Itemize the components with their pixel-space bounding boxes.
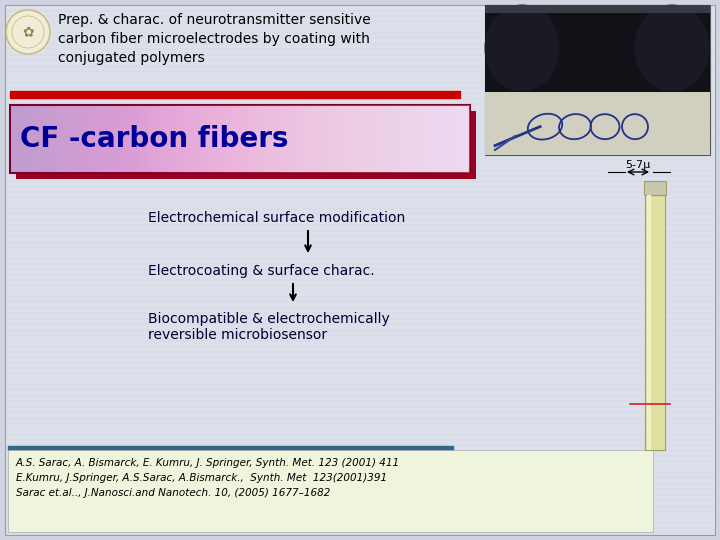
Bar bbox=[485, 5, 710, 155]
Bar bbox=[10, 105, 470, 173]
Ellipse shape bbox=[634, 4, 709, 91]
Bar bbox=[485, 92, 710, 155]
Bar bbox=[485, 5, 710, 92]
Text: Prep. & charac. of neurotransmitter sensitive
carbon fiber microelectrodes by co: Prep. & charac. of neurotransmitter sens… bbox=[58, 13, 371, 65]
Bar bbox=[644, 181, 666, 195]
Bar bbox=[645, 195, 665, 450]
Text: CF -carbon fibers: CF -carbon fibers bbox=[20, 125, 289, 153]
Bar bbox=[647, 195, 651, 450]
Text: Biocompatible & electrochemically
reversible microbiosensor: Biocompatible & electrochemically revers… bbox=[148, 312, 390, 342]
Text: Sarac et.al.., J.Nanosci.and Nanotech. 10, (2005) 1677–1682: Sarac et.al.., J.Nanosci.and Nanotech. 1… bbox=[16, 488, 330, 498]
Text: E.Kumru, J.Springer, A.S.Sarac, A.Bismarck.,  Synth. Met  123(2001)391: E.Kumru, J.Springer, A.S.Sarac, A.Bismar… bbox=[16, 473, 387, 483]
Bar bbox=[485, 5, 710, 13]
Text: 5-7μ: 5-7μ bbox=[626, 160, 651, 170]
Circle shape bbox=[6, 10, 50, 54]
Text: Electrocoating & surface charac.: Electrocoating & surface charac. bbox=[148, 264, 374, 278]
Text: Electrochemical surface modification: Electrochemical surface modification bbox=[148, 211, 405, 225]
Text: ✿: ✿ bbox=[22, 25, 34, 39]
Bar bbox=[16, 111, 476, 179]
Bar bbox=[8, 450, 653, 532]
Bar bbox=[10, 91, 460, 98]
Text: A.S. Sarac, A. Bismarck, E. Kumru, J. Springer, Synth. Met. 123 (2001) 411: A.S. Sarac, A. Bismarck, E. Kumru, J. Sp… bbox=[16, 458, 400, 468]
Ellipse shape bbox=[485, 4, 559, 91]
Bar bbox=[8, 446, 453, 450]
